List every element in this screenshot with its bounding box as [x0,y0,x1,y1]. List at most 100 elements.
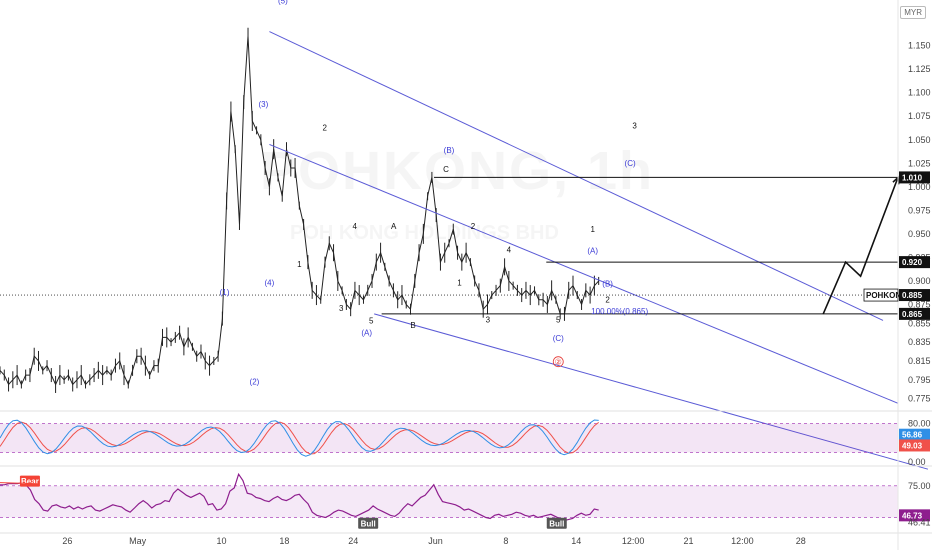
time-tick-label: 28 [796,536,806,546]
wave-label: (2) [250,377,260,386]
price-tick-label: 1.100 [908,88,931,98]
wave-label: B [410,321,415,330]
price-tick-label: 1.000 [908,182,931,192]
stoch-band [0,423,898,453]
wave-label: 3 [632,121,637,130]
price-tick-label: 0.855 [908,318,931,328]
price-level-label: 0.920 [902,258,923,267]
channel-line [374,313,929,470]
last-price-label: 0.885 [902,291,923,300]
time-tick-label: 12:00 [731,536,754,546]
wave-label: A [391,222,397,231]
price-level-tag [899,307,930,320]
channel-line [269,144,899,404]
bear-divergence-line [0,482,38,485]
wave-label: (B) [602,280,613,289]
time-tick-label: 21 [683,536,693,546]
rsi-tick-label: 75.00 [908,481,931,491]
watermark-company: POH KONG HOLDINGS BHD [290,222,559,244]
stoch-tick-label: 0.00 [908,457,926,467]
price-tick-label: 1.125 [908,64,931,74]
rsi-tick-label: 46.41 [908,518,931,528]
price-tick-label: 0.900 [908,276,931,286]
stoch-d-value: 49.03 [902,441,923,450]
wave-label: C [443,165,449,174]
time-tick-label: 18 [279,536,289,546]
time-tick-label: 12:00 [622,536,645,546]
wave-label: 4 [352,222,357,231]
price-tick-label: 1.050 [908,135,931,145]
rsi-value-tag [899,509,930,522]
wave-label: (C) [553,334,564,343]
symbol-tag [863,288,899,302]
time-tick-label: 10 [216,536,226,546]
bear-label: Bear [21,477,39,486]
bull-label: Bull [549,519,564,528]
stoch-d-tag [899,439,930,452]
symbol-tag-label: POHKONG [866,291,907,300]
bull-badge [358,517,379,529]
time-tick-label: 14 [571,536,581,546]
price-level-label: 0.865 [902,310,923,319]
channel-line [269,31,884,321]
price-level-label: 1.010 [902,173,923,182]
time-tick-label: 8 [503,536,508,546]
wave-label: 2 [323,123,328,132]
price-tick-label: 0.950 [908,229,931,239]
time-tick-label: May [129,536,147,546]
price-tick-label: 0.835 [908,337,931,347]
wave-label: (5) [278,0,288,5]
wave-label: (A) [361,329,372,338]
wave-label: ② [555,358,562,367]
price-tick-label: 1.075 [908,111,931,121]
price-level-tag [899,256,930,269]
price-tick-label: 0.775 [908,394,931,404]
price-tick-label: 1.025 [908,158,931,168]
wave-label: 5 [556,315,561,324]
price-tick-label: 0.875 [908,299,931,309]
time-tick-label: 26 [62,536,72,546]
price-tick-label: 0.795 [908,375,931,385]
wave-label: 1 [457,279,462,288]
rsi-line [0,472,599,522]
time-axis[interactable]: 26 May 10 18 24 Jun 8 14 12:00 21 12:00 28 [62,536,805,546]
wave-label: 3 [486,315,491,324]
wave-label: 2 [471,222,476,231]
time-tick-label: Jun [428,536,443,546]
wave-label: (1) [220,288,230,297]
price-tick-label: 0.975 [908,205,931,215]
wave-label: 2 [605,296,610,305]
stoch-k-line [0,419,599,457]
price-tick-label: 0.815 [908,356,931,366]
bull-badge [546,517,567,529]
wave-label: 1 [590,225,595,234]
wave-label: (B) [444,146,455,155]
wave-label: 3 [339,304,344,313]
rsi-pane[interactable]: Bear Bull Bull [0,472,898,529]
bull-label: Bull [361,519,376,528]
price-pane[interactable]: 100.00%(0.865) (1) (2) (3) (4) (5) 1 2 3 4 5 A B C (A)… [0,0,929,470]
price-tick-label: 1.150 [908,41,931,51]
last-price-tag [899,289,930,302]
stoch-k-value: 56.86 [902,431,923,440]
wave-label: (3) [259,100,269,109]
price-level-tag [899,171,930,184]
stoch-k-tag [899,428,930,441]
rsi-band [0,485,898,518]
watermark: POHKONG, 1h [260,141,655,201]
wave-label: 5 [369,316,374,325]
stochastic-pane[interactable] [0,419,898,457]
rsi-value: 46.73 [902,511,923,520]
time-tick-label: 24 [348,536,358,546]
wave-label: (4) [265,279,275,288]
stoch-d-line [0,421,600,455]
wave-label: 4 [507,246,512,255]
wave-label: (A) [587,247,598,256]
currency-badge[interactable]: MYR [900,6,926,19]
fib-label: 100.00%(0.865) [591,307,648,316]
projection-path [822,177,899,315]
stoch-tick-label: 80.00 [908,419,931,429]
price-line [0,36,600,386]
